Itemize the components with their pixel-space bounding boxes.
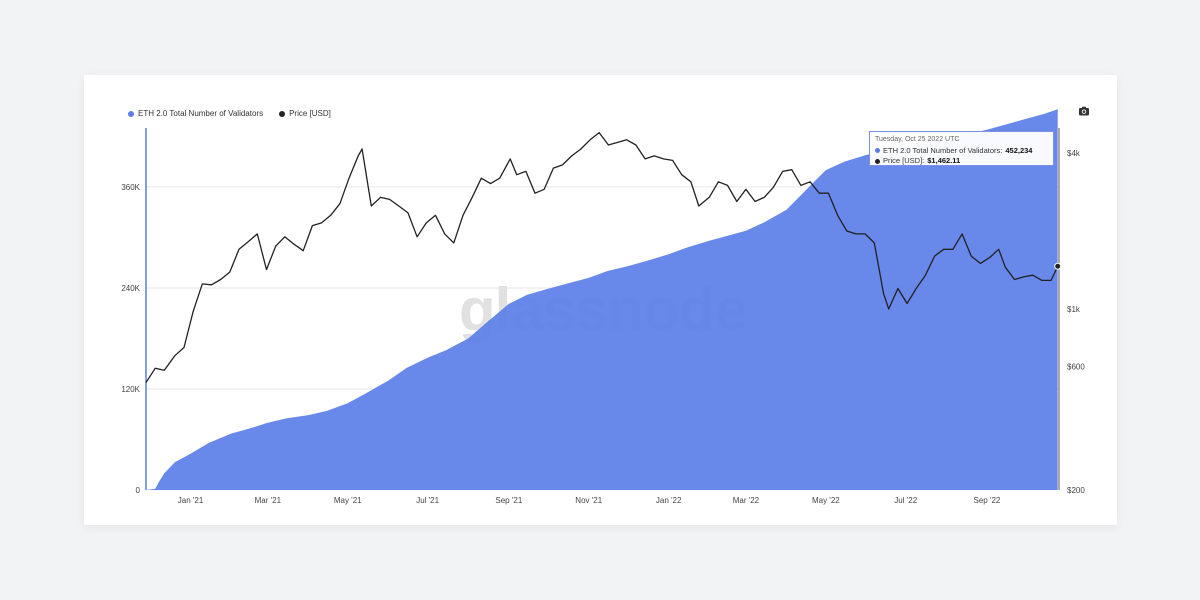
y-right-tick-label: $1k (1067, 305, 1081, 314)
chart-card: ETH 2.0 Total Number of Validators Price… (84, 75, 1117, 525)
x-tick-label: Jul '21 (416, 496, 439, 505)
tooltip-validators-label: ETH 2.0 Total Number of Validators: (883, 145, 1003, 155)
tooltip-price-label: Price [USD]: (883, 156, 925, 165)
chart-svg[interactable]: 0 120K 240K 360K $200 $600 $1k $4k Jan '21 Mar '2… (84, 75, 1117, 525)
x-tick-label: Nov '21 (575, 496, 602, 505)
x-tick-label: Mar '22 (733, 496, 760, 505)
legend: ETH 2.0 Total Number of Validators Price… (128, 109, 331, 118)
y-right-tick-label: $200 (1067, 486, 1085, 495)
tooltip-date: Tuesday, Oct 25 2022 UTC (875, 136, 960, 143)
y-left-tick-label: 360K (121, 183, 140, 192)
series-line-price (145, 131, 1059, 383)
y-left-tick-label: 0 (136, 486, 141, 495)
legend-label-validators: ETH 2.0 Total Number of Validators (138, 109, 264, 118)
x-tick-label: Mar '21 (255, 496, 282, 505)
price-hover-point (1054, 262, 1062, 270)
legend-item-price[interactable]: Price [USD] (279, 109, 331, 118)
x-tick-label: May '22 (812, 496, 840, 505)
x-tick-label: Jan '21 (178, 496, 204, 505)
legend-dot-price (279, 110, 286, 117)
tooltip-row-validators: ETH 2.0 Total Number of Validators: 452,… (875, 146, 1048, 157)
tooltip: Tuesday, Oct 25 2022 UTC ETH 2.0 Total N… (869, 131, 1054, 166)
x-tick-label: Sep '22 (974, 496, 1001, 505)
y-left-tick-label: 120K (121, 385, 140, 394)
x-tick-label: Jul '22 (894, 496, 917, 505)
series-area-validators (146, 109, 1058, 491)
tooltip-row-price: Price [USD]: $1,462.11 (875, 156, 1048, 167)
x-tick-label: May '21 (334, 496, 362, 505)
y-right-tick-label: $4k (1067, 149, 1081, 158)
x-tick-label: Jan '22 (656, 496, 682, 505)
x-tick-label: Sep '21 (495, 496, 522, 505)
y-right-tick-label: $600 (1067, 362, 1085, 371)
legend-dot-validators (128, 110, 134, 117)
camera-icon[interactable] (1078, 105, 1090, 117)
tooltip-price-value: $1,462.11 (927, 156, 961, 165)
legend-item-validators[interactable]: ETH 2.0 Total Number of Validators (128, 109, 263, 118)
tooltip-dot-price (875, 158, 880, 164)
tooltip-dot-validators (875, 148, 880, 154)
tooltip-validators-value: 452,234 (1005, 145, 1033, 155)
legend-label-price: Price [USD] (289, 109, 331, 118)
y-left-tick-label: 240K (121, 284, 140, 293)
